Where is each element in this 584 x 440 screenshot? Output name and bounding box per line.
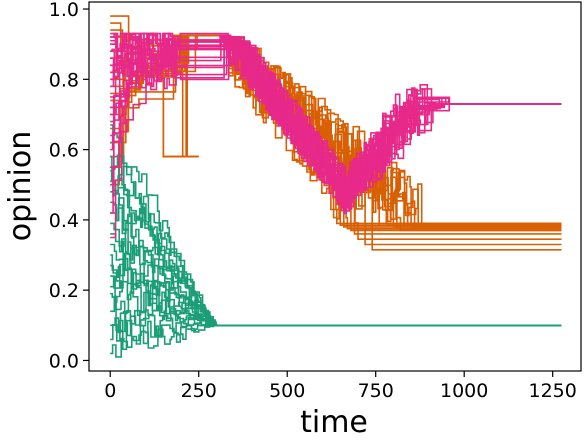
y-tick-label: 0.6: [49, 140, 79, 162]
x-tick-label: 1250: [529, 380, 577, 402]
y-tick-label: 0.2: [49, 280, 79, 302]
x-tick-label: 500: [269, 380, 305, 402]
y-axis-label: opinion: [3, 131, 38, 241]
plot-frame: [88, 1, 582, 372]
tick-layer: 0 250 500 750 1000 1250 0.0 0.2 0.4 0.6 0.8 1.0: [49, 0, 577, 402]
series-line-green: [110, 324, 562, 358]
y-tick-label: 0.8: [49, 69, 79, 91]
x-tick-label: 750: [358, 380, 394, 402]
y-tick-label: 1.0: [49, 0, 79, 21]
series-line-pink: [110, 32, 562, 201]
x-axis-label: time: [300, 405, 368, 440]
series-line-pink: [110, 32, 562, 197]
series-line-green: [110, 295, 562, 333]
x-tick-label: 1000: [440, 380, 488, 402]
x-tick-label: 250: [181, 380, 217, 402]
y-tick-label: 0.0: [49, 350, 79, 372]
y-tick-label: 0.4: [49, 210, 79, 232]
series-line-pink: [110, 32, 562, 207]
series-line-green: [110, 124, 562, 327]
series-line-green: [110, 191, 562, 327]
series-layer: [110, 15, 562, 358]
series-line-green: [110, 233, 562, 327]
series-line-green: [110, 263, 562, 327]
x-tick-label: 0: [104, 380, 116, 402]
series-line-green: [110, 154, 562, 327]
